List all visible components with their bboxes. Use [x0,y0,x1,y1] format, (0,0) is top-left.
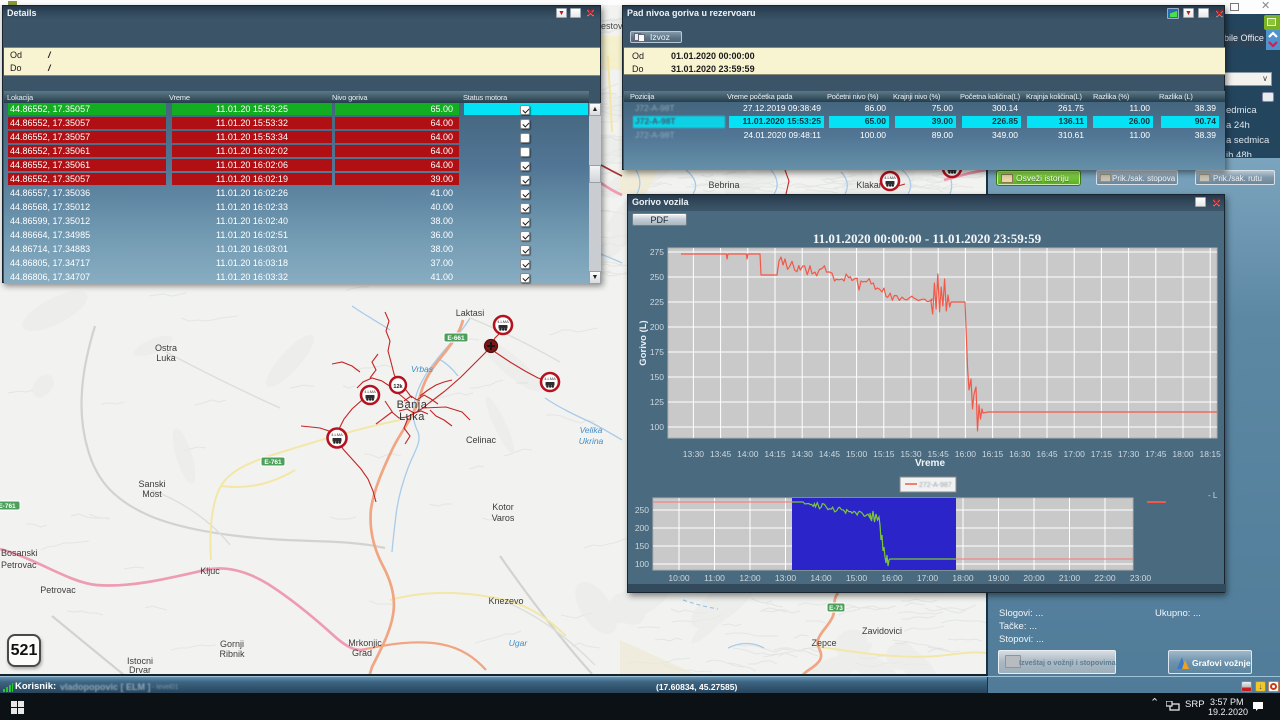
svg-text:Laktasi: Laktasi [456,308,485,318]
svg-text:Sanski: Sanski [138,479,165,489]
svg-text:18:00: 18:00 [952,573,974,583]
svg-text:100: 100 [650,422,664,432]
svg-text:- L: - L [1208,491,1218,500]
svg-text:150: 150 [635,541,649,551]
svg-text:Petrovac: Petrovac [1,560,37,570]
svg-text:Luka: Luka [399,411,425,423]
svg-text:21:00: 21:00 [1059,573,1081,583]
svg-text:16:30: 16:30 [1009,449,1031,459]
svg-text:14:15: 14:15 [764,449,786,459]
svg-text:275: 275 [650,247,664,257]
svg-text:Istocni: Istocni [127,656,153,666]
svg-text:16:15: 16:15 [982,449,1004,459]
svg-text:Velika: Velika [580,425,603,435]
svg-text:19:00: 19:00 [988,573,1010,583]
svg-text:225: 225 [650,297,664,307]
svg-text:Vrbas: Vrbas [411,364,434,374]
svg-text:272-A-987: 272-A-987 [919,482,952,489]
svg-text:Varos: Varos [492,513,515,523]
svg-text:Kotor: Kotor [492,502,514,512]
svg-text:20:00: 20:00 [1023,573,1045,583]
svg-text:250: 250 [635,505,649,515]
svg-text:18:00: 18:00 [1172,449,1194,459]
svg-text:12:00: 12:00 [739,573,761,583]
svg-text:Mrkonjic: Mrkonjic [348,638,382,648]
svg-text:14:00: 14:00 [810,573,832,583]
svg-text:4.LMA: 4.LMA [364,389,376,394]
svg-text:Gornji: Gornji [220,639,244,649]
svg-text:Bosanski: Bosanski [1,548,38,558]
svg-text:Ribnik: Ribnik [219,649,245,659]
svg-text:Petrovac: Petrovac [40,585,76,595]
svg-text:Ugar: Ugar [509,638,529,648]
svg-text:14:45: 14:45 [819,449,841,459]
svg-text:13:45: 13:45 [710,449,732,459]
svg-text:E-761: E-761 [264,459,282,466]
svg-text:17:15: 17:15 [1091,449,1113,459]
svg-text:Grad: Grad [352,648,372,658]
svg-text:Gorivo (L): Gorivo (L) [638,320,649,365]
svg-text:125: 125 [650,397,664,407]
svg-text:4.LMA: 4.LMA [884,175,896,180]
svg-text:Zepce: Zepce [811,638,836,648]
svg-text:Klakar: Klakar [856,180,882,190]
svg-text:4.LMA: 4.LMA [544,376,556,381]
svg-text:12k: 12k [393,384,403,390]
svg-text:Ukrina: Ukrina [579,436,604,446]
svg-text:17:00: 17:00 [1064,449,1086,459]
svg-text:16:00: 16:00 [955,449,977,459]
svg-text:Banja: Banja [397,399,428,411]
svg-text:4.LMA: 4.LMA [497,319,509,324]
svg-text:Ostra: Ostra [155,343,177,353]
svg-text:17:30: 17:30 [1118,449,1140,459]
svg-text:15:45: 15:45 [928,449,950,459]
svg-text:15:30: 15:30 [900,449,922,459]
svg-text:175: 175 [650,347,664,357]
svg-text:E-661: E-661 [447,335,465,342]
svg-text:15:15: 15:15 [873,449,895,459]
svg-text:10:00: 10:00 [668,573,690,583]
svg-text:11:00: 11:00 [704,573,725,583]
svg-text:Zavidovici: Zavidovici [862,626,902,636]
svg-text:14:30: 14:30 [792,449,814,459]
svg-text:13:30: 13:30 [683,449,705,459]
svg-text:100: 100 [635,559,649,569]
svg-text:17:00: 17:00 [917,573,939,583]
svg-text:250: 250 [650,272,664,282]
svg-text:4.LMA: 4.LMA [331,432,343,437]
svg-text:16:45: 16:45 [1036,449,1058,459]
svg-text:15:00: 15:00 [846,573,868,583]
svg-text:23:00: 23:00 [1130,573,1152,583]
svg-text:17:45: 17:45 [1145,449,1167,459]
svg-text:Luka: Luka [156,353,176,363]
svg-text:22:00: 22:00 [1094,573,1116,583]
svg-text:13:00: 13:00 [775,573,797,583]
svg-text:E-73: E-73 [829,605,843,612]
svg-text:200: 200 [635,523,649,533]
svg-text:200: 200 [650,322,664,332]
svg-text:E-761: E-761 [0,503,16,510]
svg-text:estova: estova [601,21,628,31]
svg-text:Knezevo: Knezevo [488,596,523,606]
svg-text:15:00: 15:00 [846,449,868,459]
svg-text:16:00: 16:00 [881,573,903,583]
svg-text:Most: Most [142,489,162,499]
svg-text:18:15: 18:15 [1200,449,1222,459]
svg-text:Vreme: Vreme [915,458,945,469]
svg-text:Bebrina: Bebrina [708,180,739,190]
svg-text:150: 150 [650,372,664,382]
svg-text:Celinac: Celinac [466,435,497,445]
svg-text:Kljuc: Kljuc [200,566,220,576]
svg-text:Drvar: Drvar [129,665,151,675]
svg-text:14:00: 14:00 [737,449,759,459]
